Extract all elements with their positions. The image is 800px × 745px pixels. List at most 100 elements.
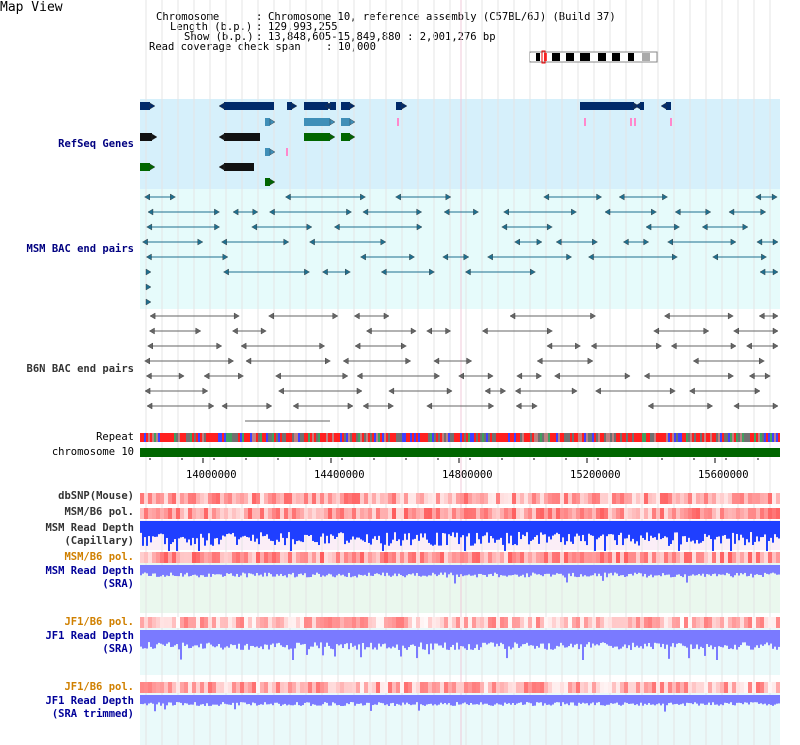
read-depth-bar [298,521,300,541]
polymorphism-cell [608,508,612,519]
read-depth-bar [610,521,612,535]
track-label-msm-b6-pol-2[interactable]: MSM/B6 pol. [64,551,134,563]
read-depth-bar [544,521,546,535]
read-depth-bar [364,521,366,542]
read-depth-bar [450,565,452,573]
polymorphism-cell [448,617,452,628]
read-depth-bar [210,521,212,545]
read-depth-bar [386,695,388,705]
track-label-jf1-depth-sra-1[interactable]: JF1 Read Depth [45,630,134,642]
polymorphism-cell [528,552,532,563]
track-label-jf1-b6-pol-2[interactable]: JF1/B6 pol. [64,681,134,693]
repeat-element [748,433,750,442]
read-depth-bar [698,630,700,650]
track-label-repeat[interactable]: Repeat [96,431,134,443]
read-depth-bar [566,695,568,704]
read-depth-bar [532,695,534,706]
read-depth-bar [606,565,608,578]
read-depth-bar [732,565,734,578]
read-depth-bar [686,695,688,703]
read-depth-bar [700,521,702,543]
read-depth-bar [368,630,370,648]
track-label-msm-b6-pol-1[interactable]: MSM/B6 pol. [64,506,134,518]
repeat-element [210,433,212,442]
read-depth-bar [258,630,260,648]
polymorphism-cell [156,493,160,504]
msm-bac-end [546,223,553,231]
polymorphism-cell [156,617,160,628]
read-depth-bar [396,695,398,704]
read-depth-bar [456,630,458,643]
track-label-jf1-b6-pol-1[interactable]: JF1/B6 pol. [64,616,134,628]
read-depth-bar [404,565,406,578]
track-label-msm-depth-cap-1[interactable]: MSM Read Depth [45,522,134,534]
polymorphism-cell [284,552,288,563]
polymorphism-cell [412,682,416,693]
read-depth-bar [702,630,704,649]
track-label-jf1-depth-trim-1[interactable]: JF1 Read Depth [45,695,134,707]
refseq-gene-arrow [218,102,225,110]
read-depth-bar [494,630,496,647]
read-depth-bar [520,565,522,576]
read-depth-bar [486,521,488,533]
repeat-element [396,433,398,442]
polymorphism-cell [316,552,320,563]
polymorphism-cell [344,617,348,628]
read-depth-bar [640,565,642,574]
polymorphism-cell [644,493,648,504]
polymorphism-cell [196,617,200,628]
read-depth-bar [742,630,744,643]
read-depth-bar [194,565,196,575]
track-label-msm-bac[interactable]: MSM BAC end pairs [26,243,134,255]
polymorphism-cell [464,552,468,563]
read-depth-bar [692,521,694,541]
read-depth-bar [658,521,660,534]
polymorphism-cell [360,493,364,504]
polymorphism-cell [260,682,264,693]
read-depth-bar [560,521,562,543]
read-depth-bar [306,521,308,535]
repeat-element [536,433,538,442]
polymorphism-cell [576,493,580,504]
polymorphism-cell [464,617,468,628]
polymorphism-cell [320,493,324,504]
polymorphism-cell [708,682,712,693]
polymorphism-cell [548,493,552,504]
read-depth-bar [424,695,426,706]
read-depth-bar [482,695,484,705]
read-depth-bar [632,521,634,539]
repeat-element [562,433,564,442]
read-depth-bar [678,565,680,575]
track-label-b6n-bac[interactable]: B6N BAC end pairs [26,363,134,375]
read-depth-bar [222,565,224,577]
polymorphism-cell [600,682,604,693]
read-depth-bar [736,565,738,573]
read-depth-bar [296,695,298,703]
read-depth-bar [420,630,422,643]
read-depth-bar [374,695,376,705]
b6n-bac-end [509,312,516,320]
polymorphism-cell [488,493,492,504]
refseq-gene [580,102,634,110]
track-label-dbsnp[interactable]: dbSNP(Mouse) [58,490,134,502]
msm-bac-end [672,253,678,261]
read-depth-bar [612,565,614,576]
polymorphism-cell [708,552,712,563]
read-depth-bar [256,630,258,647]
polymorphism-cell [648,682,652,693]
repeat-element [354,433,356,442]
polymorphism-cell [416,682,420,693]
read-depth-bar [162,565,164,575]
track-label-refseq[interactable]: RefSeq Genes [58,138,134,150]
read-depth-bar [628,521,630,535]
polymorphism-cell [752,682,756,693]
read-depth-bar [744,630,746,643]
polymorphism-cell [348,552,352,563]
read-depth-bar [392,565,394,576]
polymorphism-cell [388,552,392,563]
read-depth-bar [730,565,732,577]
read-depth-bar [490,565,492,574]
track-label-msm-depth-sra-1[interactable]: MSM Read Depth [45,565,134,577]
msm-bac-end [755,193,761,201]
